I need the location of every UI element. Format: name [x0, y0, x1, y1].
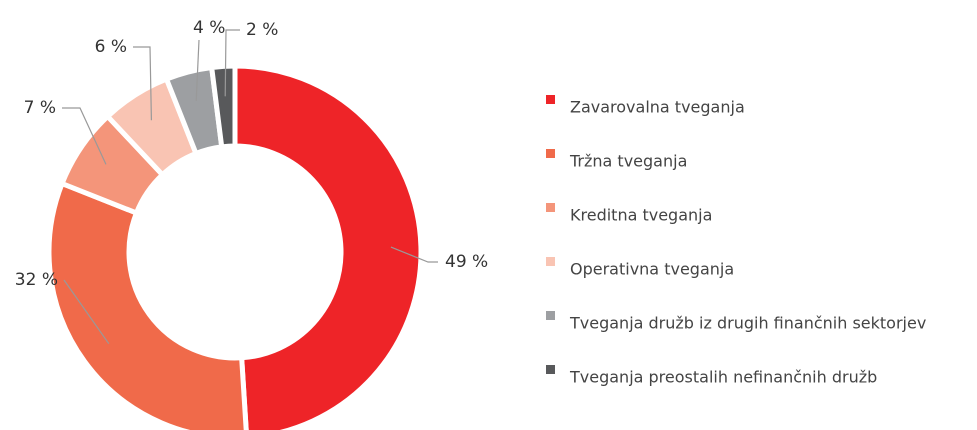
legend-swatch — [546, 149, 555, 158]
leader-line — [133, 46, 153, 121]
legend-label: Zavarovalna tveganja — [570, 98, 745, 117]
donut-slice — [232, 63, 424, 430]
legend-swatch — [546, 365, 555, 374]
donut-slice — [46, 180, 249, 430]
data-label: 7 % — [24, 98, 56, 118]
leader-line — [195, 39, 200, 101]
legend-swatch — [546, 257, 555, 266]
legend-label: Tržna tveganja — [569, 152, 687, 171]
leader-line — [62, 107, 107, 165]
data-label: 32 % — [15, 270, 58, 290]
legend-label: Tveganja družb iz drugih finančnih sekto… — [569, 314, 926, 333]
legend-label: Operativna tveganja — [570, 260, 734, 279]
legend-label: Kreditna tveganja — [570, 206, 712, 225]
legend-swatch — [546, 311, 555, 320]
leader-line — [224, 29, 240, 97]
legend-label: Tveganja preostalih nefinančnih družb — [569, 368, 877, 387]
data-label: 4 % — [193, 18, 225, 38]
donut-slice — [208, 63, 238, 150]
legend-swatch — [546, 95, 555, 104]
legend-swatch — [546, 203, 555, 212]
leader-line — [390, 246, 438, 263]
data-label: 49 % — [445, 252, 488, 272]
data-label: 2 % — [246, 20, 278, 40]
data-label: 6 % — [95, 37, 127, 57]
leader-line — [63, 279, 110, 345]
